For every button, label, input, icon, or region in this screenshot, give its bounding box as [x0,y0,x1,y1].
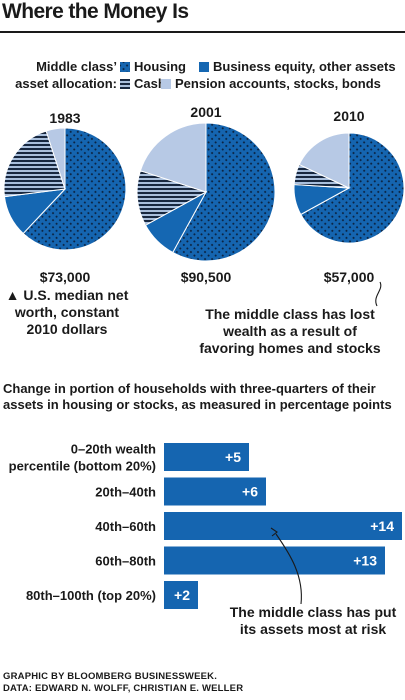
source-credit: GRAPHIC BY BLOOMBERG BUSINESSWEEK. DATA:… [3,671,243,695]
lost-note-line1: The middle class has lost [205,306,375,322]
bar-chart-title: Change in portion of households with thr… [3,381,392,412]
lost-note-line2: wealth as a result of [223,323,357,339]
bar-value-label-0: +5 [225,449,241,465]
bar-category-label-4-0: 80th–100th (top 20%) [26,588,156,603]
pie-2001-slice-cash [136,170,208,226]
pie-charts: 1983 $73,000 2001 $90,500 2010 $57,000 [3,104,405,285]
legend-label-cash: Cash [134,76,166,91]
risk-note-line2: its assets most at risk [239,621,387,637]
lost-note-leader-line [375,281,382,307]
pie-1983-slice-housing [22,127,127,251]
legend-item-business: Business equity, other assets [199,58,396,75]
page-title: Where the Money Is [2,0,189,23]
legend-label-housing: Housing [134,59,186,74]
legend-label-pension: Pension accounts, stocks, bonds [175,76,381,91]
legend-item-pension: Pension accounts, stocks, bonds [161,75,381,92]
light-blue-swatch-icon [161,79,171,89]
dotted-swatch-icon [120,62,130,72]
lost-note-line3: favoring homes and stocks [199,340,381,356]
pie-2001-slice-pension [139,122,207,193]
pie-year-label-2010: 2010 [333,108,364,124]
risk-note: The middle class has put its assets most… [225,604,401,638]
legend-item-cash: Cash [120,75,166,92]
bar-value-label-3: +13 [353,553,377,569]
median-note-line2: worth, constant [14,304,120,320]
risk-note-leader-line [270,527,302,605]
legend-item-housing: Housing [120,58,186,75]
bar-category-label-2-0: 40th–60th [95,519,156,534]
pie-year-label-2001: 2001 [190,104,221,120]
bar-chart: +5 0–20th wealth percentile (bottom 20%) +6… [9,442,402,609]
pie-1983-slice-cash [3,130,66,198]
median-note: ▲ U.S. median net worth, constant 2010 d… [2,287,132,338]
pie-2001-slice-housing [172,122,276,262]
bar-category-label-3-0: 60th–80th [95,554,156,569]
lost-wealth-note: The middle class has lost wealth as a re… [180,306,400,357]
median-note-line3: 2010 dollars [26,321,108,337]
legend-heading-line2: asset allocation: [15,76,117,91]
credit-line1: GRAPHIC BY BLOOMBERG BUSINESSWEEK. [3,671,218,682]
bar-category-label-0-0: 0–20th wealth [71,442,156,457]
pie-2010-slice-pension [298,132,350,189]
legend-label-business: Business equity, other assets [213,59,396,74]
striped-swatch-icon [120,79,130,89]
bar-0 [164,443,249,471]
pie-1983-slice-pension [45,127,66,190]
bar-category-label-0-1: percentile (bottom 20%) [9,459,156,474]
bar-value-label-4: +2 [174,587,190,603]
median-note-line1: ▲ U.S. median net [5,287,129,303]
bar-2 [164,512,402,540]
pie-total-label-1983: $73,000 [40,269,91,285]
risk-note-line1: The middle class has put [229,604,397,620]
bar-1 [164,477,266,506]
legend-heading: Middle class’ asset allocation: [12,58,117,92]
bar-category-label-1-0: 20th–40th [95,485,156,500]
credit-line2: DATA: EDWARD N. WOLFF, CHRISTIAN E. WELL… [3,683,244,694]
pie-total-label-2010: $57,000 [324,269,375,285]
bar-value-label-1: +6 [242,484,258,500]
pie-total-label-2001: $90,500 [181,269,232,285]
pie-2010-slice-housing [300,132,405,244]
title-divider [0,31,405,33]
legend-heading-line1: Middle class’ [36,59,117,74]
bar-3 [164,546,385,575]
bar-value-label-2: +14 [370,518,394,534]
solid-blue-swatch-icon [199,62,209,72]
bar-4 [164,581,198,609]
pie-year-label-1983: 1983 [49,110,80,126]
